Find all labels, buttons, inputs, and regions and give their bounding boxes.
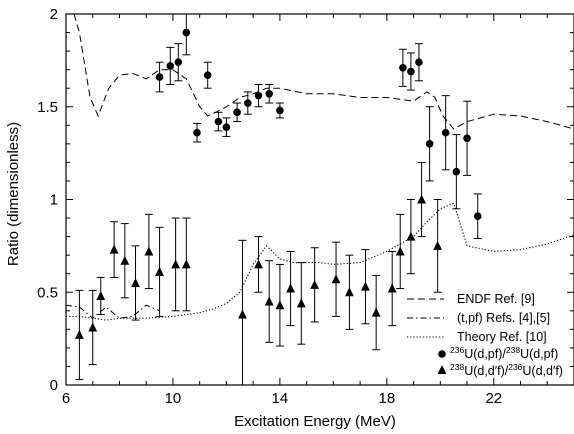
legend-label-tpf: (t,pf) Refs. [4],[5] — [457, 311, 550, 325]
x-tick-label: 22 — [485, 390, 502, 407]
data-point-triangle — [264, 296, 274, 306]
legend-marker-circle — [438, 350, 446, 358]
legend-triangles-part1: U(d,d′f)/ — [464, 364, 509, 378]
y-tick-label: 0.5 — [37, 284, 58, 301]
x-tick-label: 18 — [378, 390, 395, 407]
y-tick-label: 1.5 — [37, 99, 58, 116]
data-point-circle — [222, 123, 231, 131]
y-tick-label: 0 — [50, 377, 58, 394]
series-line-endf — [73, 13, 574, 130]
data-point-circle — [473, 212, 482, 220]
data-point-circle — [463, 134, 471, 143]
data-point-triangle — [181, 259, 191, 269]
legend-label-circles: 236U(d,pf)/238U(d,pf) — [450, 345, 558, 361]
legend-circles-part1: U(d,pf)/ — [464, 347, 506, 361]
legend-label-triangles: 238U(d,d′f)/236U(d,d′f) — [450, 362, 563, 378]
data-point-triangle — [238, 309, 247, 319]
data-point-triangle — [120, 255, 130, 265]
series-line-tpf — [65, 304, 160, 319]
legend-triangles-part2: U(d,d′f) — [522, 364, 563, 378]
data-point-circle — [182, 28, 191, 37]
legend-triangles-iso1: 238 — [450, 362, 464, 372]
x-tick-label: 14 — [272, 390, 289, 407]
series-lines — [65, 13, 574, 321]
data-point-triangle — [361, 281, 370, 291]
data-point-triangle — [171, 259, 181, 269]
data-point-circle — [399, 63, 407, 72]
data-point-circle — [166, 62, 175, 70]
data-point-triangle — [155, 266, 164, 276]
legend: ENDF Ref. [9] (t,pf) Refs. [4],[5] Theor… — [407, 292, 563, 378]
data-point-circle — [203, 71, 212, 80]
data-point-triangle — [88, 322, 98, 332]
data-point-triangle — [310, 279, 320, 289]
y-axis-label: Ratio (dimensionless) — [5, 122, 22, 266]
legend-marker-triangle — [437, 365, 447, 374]
data-point-circle — [415, 58, 423, 67]
series-line-theory — [66, 202, 574, 321]
data-point-triangle — [433, 240, 443, 250]
data-point-triangle — [371, 307, 381, 317]
data-point-triangle — [254, 259, 263, 269]
data-point-circle — [265, 89, 274, 98]
legend-circles-iso2: 238 — [506, 345, 520, 355]
x-tick-label: 10 — [165, 390, 182, 407]
data-point-circle — [233, 108, 241, 117]
y-tick-label: 2 — [50, 6, 58, 23]
axis-ticks: 6 10 14 18 22 0 0.5 1 1.5 2 — [37, 6, 574, 407]
legend-circles-part2: U(d,pf) — [520, 347, 558, 361]
data-point-triangle — [345, 287, 354, 297]
data-point-triangle — [395, 246, 405, 256]
data-point-triangle — [387, 283, 397, 293]
data-point-circle — [254, 91, 263, 100]
data-point-triangle — [331, 274, 341, 284]
legend-label-endf: ENDF Ref. [9] — [457, 292, 535, 306]
data-point-circle — [244, 99, 252, 107]
data-point-triangle — [275, 300, 285, 310]
data-point-circle — [174, 58, 183, 67]
data-point-triangle — [144, 246, 154, 256]
x-axis-label: Excitation Energy (MeV) — [234, 413, 396, 430]
x-tick-label: 6 — [62, 390, 70, 407]
data-point-triangle — [296, 298, 306, 308]
legend-label-theory: Theory Ref. [10] — [457, 330, 547, 344]
data-point-triangle — [417, 194, 426, 204]
legend-triangles-iso2: 236 — [508, 362, 522, 372]
data-point-triangle — [109, 244, 119, 254]
data-point-circle — [214, 117, 223, 126]
data-point-circle — [425, 140, 434, 148]
data-point-circle — [407, 67, 415, 76]
data-point-triangle — [131, 277, 140, 287]
legend-circles-iso1: 236 — [450, 345, 464, 355]
data-point-triangle — [96, 290, 106, 300]
data-point-circle — [193, 128, 201, 137]
data-point-circle — [441, 128, 450, 137]
data-point-triangle — [74, 329, 84, 339]
data-point-circle — [452, 167, 461, 176]
data-point-circle — [276, 106, 284, 115]
data-markers — [74, 28, 482, 339]
y-tick-label: 1 — [50, 192, 58, 209]
data-point-circle — [155, 73, 164, 81]
data-point-triangle — [286, 283, 295, 293]
data-point-triangle — [406, 231, 416, 241]
